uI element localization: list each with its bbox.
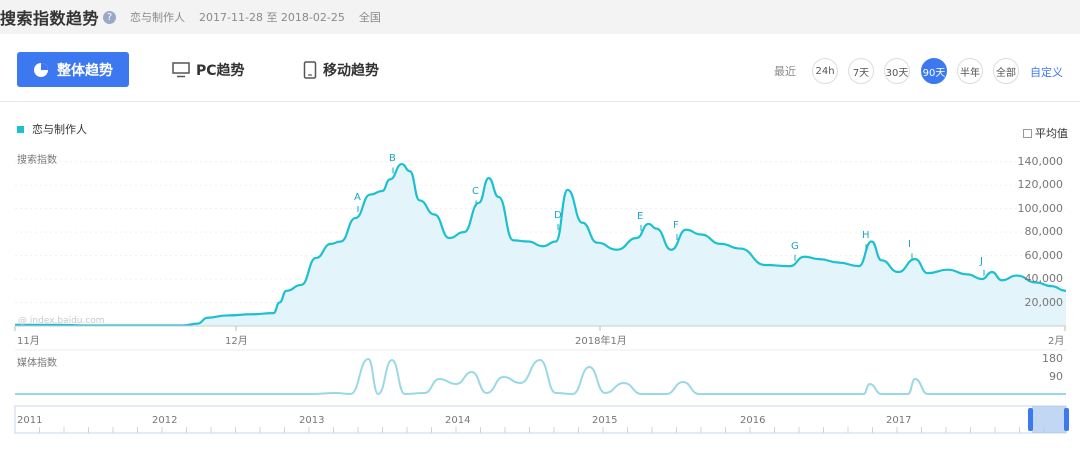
range-custom-link[interactable]: 自定义: [1030, 66, 1063, 79]
range-90d[interactable]: 90天: [921, 58, 947, 84]
marker-h[interactable]: H: [862, 230, 870, 242]
search-area: [15, 164, 1066, 326]
legend-series-label: 恋与制作人: [32, 123, 87, 136]
search-xtick: 12月: [225, 336, 248, 347]
search-ytick: 140,000: [1017, 154, 1064, 168]
tab-mobile-label: 移动趋势: [323, 62, 379, 79]
search-line: [15, 162, 1067, 327]
keyword-label: 恋与制作人: [130, 11, 186, 24]
marker-f[interactable]: F: [673, 219, 679, 231]
tab-mobile-trend[interactable]: 移动趋势: [303, 52, 379, 87]
brush-year-label: 2013: [299, 415, 325, 426]
tab-pc-trend[interactable]: PC趋势: [172, 52, 245, 87]
phone-icon: [303, 60, 317, 79]
monitor-icon: [172, 61, 190, 77]
help-icon[interactable]: ?: [103, 10, 117, 24]
divider: [0, 101, 1080, 102]
range-all[interactable]: 全部: [993, 58, 1019, 84]
region-label[interactable]: 全国: [358, 11, 381, 24]
range-24h[interactable]: 24h: [812, 58, 838, 84]
range-7d[interactable]: 7天: [848, 58, 874, 84]
marker-d[interactable]: D: [554, 209, 562, 221]
tab-pc-label: PC趋势: [196, 62, 245, 79]
brush-year-label: 2017: [886, 415, 912, 426]
range-half-year[interactable]: 半年: [957, 58, 983, 84]
watermark: @ index.baidu.com: [18, 316, 105, 326]
range-30d[interactable]: 30天: [884, 58, 910, 84]
media-ylabel: 媒体指数: [17, 358, 57, 369]
media-line: [15, 357, 1066, 396]
search-ytick: 60,000: [1024, 248, 1064, 262]
legend-swatch: [17, 125, 24, 133]
tab-overall-trend[interactable]: 整体趋势: [17, 52, 129, 87]
header-bar: 搜索指数趋势 ? 恋与制作人 2017-11-28 至 2018-02-25 全…: [0, 0, 1080, 34]
legend[interactable]: 恋与制作人: [17, 121, 87, 137]
brush-year-label: 2012: [152, 415, 178, 426]
tab-overall-label: 整体趋势: [57, 62, 113, 79]
date-range-label: 2017-11-28 至 2018-02-25: [199, 11, 345, 24]
average-toggle[interactable]: 平均值: [1023, 125, 1068, 141]
brush-year-label: 2011: [17, 415, 43, 426]
average-label: 平均值: [1035, 127, 1068, 140]
marker-c[interactable]: C: [472, 186, 479, 198]
brush-year-label: 2016: [740, 415, 766, 426]
search-ytick: 80,000: [1024, 225, 1064, 239]
range-label: 最近: [774, 65, 796, 78]
marker-i[interactable]: I: [908, 239, 911, 251]
search-markers: [357, 167, 985, 276]
page-title: 搜索指数趋势: [0, 9, 100, 28]
marker-g[interactable]: G: [791, 240, 799, 252]
marker-e[interactable]: E: [637, 210, 644, 222]
marker-j[interactable]: J: [980, 255, 983, 267]
pie-chart-icon: [34, 62, 48, 77]
marker-b[interactable]: B: [389, 153, 396, 165]
search-ytick: 120,000: [1017, 178, 1064, 192]
search-ytick: 20,000: [1024, 295, 1064, 309]
search-ytick: 40,000: [1024, 272, 1064, 286]
search-xtick: 11月: [17, 336, 40, 347]
marker-a[interactable]: A: [354, 192, 361, 204]
average-checkbox[interactable]: [1023, 128, 1032, 138]
search-ylabel: 搜索指数: [17, 155, 57, 166]
search-ytick: 100,000: [1017, 201, 1064, 215]
media-ytick: 90: [1049, 370, 1063, 383]
search-xtick: 2月: [1048, 336, 1065, 347]
media-ytick: 180: [1042, 352, 1063, 365]
brush-year-label: 2015: [592, 415, 618, 426]
search-xtick: 2018年1月: [575, 336, 627, 347]
brush-year-label: 2014: [445, 415, 471, 426]
